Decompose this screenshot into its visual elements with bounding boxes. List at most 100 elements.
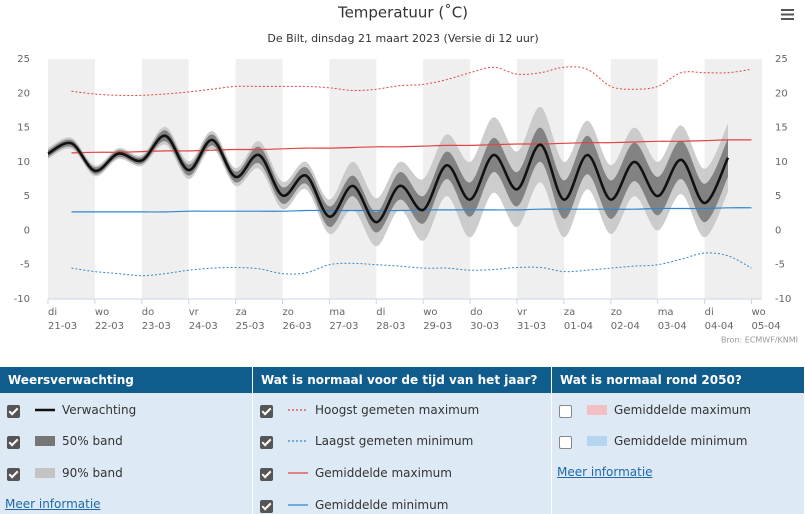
y2-tick-label: 25 bbox=[775, 54, 788, 65]
menu-bar[interactable] bbox=[781, 18, 794, 20]
y-tick-label: 10 bbox=[17, 157, 30, 168]
x-tick-label: 22-03 bbox=[95, 321, 124, 332]
series-line bbox=[47, 134, 730, 224]
x-tick-label: 30-03 bbox=[470, 321, 499, 332]
chart: Temperatuur (˚C) De Bilt, dinsdag 21 maa… bbox=[14, 4, 798, 345]
y2-tick-label: 10 bbox=[775, 157, 788, 168]
y-tick-label: 20 bbox=[17, 88, 30, 99]
legend-label: Gemiddelde maximum bbox=[614, 403, 751, 417]
x-tick-weekday: zo bbox=[283, 307, 294, 318]
x-tick-label: 25-03 bbox=[236, 321, 265, 332]
x-tick-label: 01-04 bbox=[564, 321, 593, 332]
legend-item: Laagst gemeten minimum bbox=[253, 432, 552, 452]
y2-tick-label: -10 bbox=[775, 294, 791, 305]
x-tick-label: 04-04 bbox=[705, 321, 734, 332]
menu-bar[interactable] bbox=[781, 13, 794, 16]
x-tick-label: 23-03 bbox=[142, 321, 171, 332]
menu-button[interactable] bbox=[781, 9, 794, 20]
y-tick-label: 15 bbox=[17, 123, 30, 134]
x-tick-weekday: vr bbox=[517, 307, 528, 318]
band-area bbox=[48, 127, 728, 233]
legend-item: Verwachting bbox=[0, 401, 253, 421]
checkbox[interactable] bbox=[260, 468, 273, 481]
x-tick-label: 29-03 bbox=[423, 321, 452, 332]
legend-header: Weersverwachting bbox=[0, 367, 252, 393]
legend-swatch bbox=[35, 468, 55, 478]
checkbox[interactable] bbox=[7, 468, 20, 481]
swatch-line bbox=[288, 440, 308, 442]
x-tick-label: 31-03 bbox=[517, 321, 546, 332]
legend-header: Wat is normaal voor de tijd van het jaar… bbox=[253, 367, 551, 393]
y-tick-label: 5 bbox=[24, 191, 30, 202]
legend-label: Laagst gemeten minimum bbox=[315, 434, 474, 448]
legend-swatch bbox=[587, 436, 607, 446]
checkbox[interactable] bbox=[7, 405, 20, 418]
checkbox[interactable] bbox=[260, 405, 273, 418]
x-tick-label: 02-04 bbox=[611, 321, 640, 332]
legend-item: Hoogst gemeten maximum bbox=[253, 401, 552, 421]
day-band bbox=[141, 59, 189, 299]
x-tick-label: 03-04 bbox=[658, 321, 687, 332]
series-line bbox=[71, 139, 752, 154]
legend-swatch bbox=[288, 467, 308, 479]
legend-panel: Weersverwachting Verwachting 50% band 90% b… bbox=[0, 367, 805, 514]
swatch-line bbox=[288, 504, 308, 506]
series-line bbox=[71, 207, 752, 213]
x-tick-label: 26-03 bbox=[283, 321, 312, 332]
x-tick-weekday: wo bbox=[95, 307, 109, 318]
x-tick-weekday: wo bbox=[752, 307, 766, 318]
source: Bron: ECMWF/KNMI bbox=[721, 336, 798, 345]
series-line bbox=[71, 66, 752, 97]
x-tick-label: 24-03 bbox=[189, 321, 218, 332]
y2-tick-label: 15 bbox=[775, 123, 788, 134]
chart-subtitle: De Bilt, dinsdag 21 maart 2023 (Versie d… bbox=[267, 32, 538, 45]
y2-tick-label: 0 bbox=[775, 225, 781, 236]
x-tick-weekday: ma bbox=[658, 307, 674, 318]
y2-tick-label: 5 bbox=[775, 191, 781, 202]
y-tick-label: -10 bbox=[14, 294, 30, 305]
legend-item: Gemiddelde minimum bbox=[552, 432, 805, 452]
day-band bbox=[48, 59, 95, 299]
legend-label: Gemiddelde maximum bbox=[315, 466, 452, 480]
legend-swatch bbox=[35, 436, 55, 446]
legend-label: Gemiddelde minimum bbox=[614, 434, 748, 448]
x-tick-weekday: di bbox=[48, 307, 57, 318]
checkbox[interactable] bbox=[559, 436, 572, 449]
x-tick-weekday: vr bbox=[189, 307, 200, 318]
y2-tick-label: -5 bbox=[775, 260, 785, 271]
y-tick-label: 0 bbox=[24, 225, 30, 236]
legend-swatch bbox=[288, 499, 308, 511]
legend-label: 50% band bbox=[62, 434, 123, 448]
x-tick-weekday: zo bbox=[611, 307, 622, 318]
checkbox[interactable] bbox=[559, 405, 572, 418]
chart-title: Temperatuur (˚C) bbox=[337, 4, 468, 22]
legend-label: Hoogst gemeten maximum bbox=[315, 403, 480, 417]
checkbox[interactable] bbox=[260, 500, 273, 513]
swatch-line bbox=[35, 408, 55, 412]
y-tick-label: -5 bbox=[20, 260, 30, 271]
x-tick-label: 28-03 bbox=[376, 321, 405, 332]
x-tick-label: 27-03 bbox=[329, 321, 358, 332]
checkbox[interactable] bbox=[260, 436, 273, 449]
series-line bbox=[71, 252, 752, 277]
swatch-line bbox=[288, 472, 308, 474]
legend-label: Verwachting bbox=[62, 403, 137, 417]
more-info-link[interactable]: Meer informatie bbox=[5, 497, 101, 511]
legend-header: Wat is normaal rond 2050? bbox=[552, 367, 804, 393]
legend-swatch bbox=[288, 435, 308, 447]
x-tick-label: 05-04 bbox=[752, 321, 781, 332]
x-tick-weekday: di bbox=[705, 307, 714, 318]
y2-tick-label: 20 bbox=[775, 88, 788, 99]
legend-item: Gemiddelde maximum bbox=[552, 401, 805, 421]
legend-label: Gemiddelde minimum bbox=[315, 498, 449, 512]
x-tick-weekday: ma bbox=[329, 307, 345, 318]
legend-swatch bbox=[288, 404, 308, 416]
x-tick-weekday: do bbox=[142, 307, 154, 318]
checkbox[interactable] bbox=[7, 436, 20, 449]
day-band bbox=[751, 59, 762, 299]
more-info-link[interactable]: Meer informatie bbox=[557, 465, 653, 479]
legend-item: Gemiddelde minimum bbox=[253, 496, 552, 514]
x-tick-weekday: wo bbox=[423, 307, 437, 318]
x-tick-weekday: za bbox=[236, 307, 247, 318]
menu-bar[interactable] bbox=[781, 9, 794, 11]
